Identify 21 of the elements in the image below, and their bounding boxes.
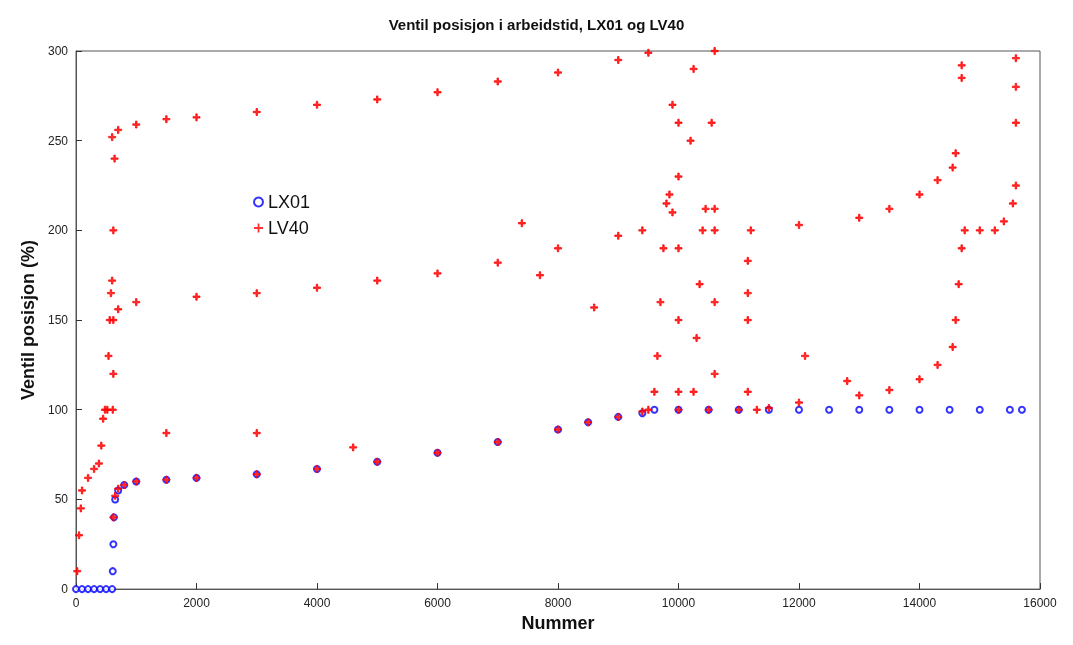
legend-label: LX01	[268, 192, 311, 212]
y-tick-label: 0	[61, 582, 69, 597]
x-axis-title: Nummer	[521, 613, 595, 633]
x-tick-label: 12000	[782, 596, 817, 611]
y-tick-label: 300	[47, 44, 69, 58]
x-tick-label: 6000	[424, 596, 452, 611]
y-tick-label: 100	[47, 402, 69, 417]
x-tick-label: 4000	[303, 596, 331, 611]
x-tick-label: 10000	[661, 596, 696, 611]
y-tick-label: 150	[47, 313, 69, 328]
chart-title: Ventil posisjon i arbeidstid, LX01 og LV40	[388, 16, 685, 33]
y-tick-label: 200	[47, 223, 69, 238]
x-tick-label: 2000	[183, 596, 211, 611]
x-tick-label: 14000	[902, 596, 937, 611]
legend-label: LV40	[268, 218, 309, 238]
y-tick-label: 250	[47, 133, 69, 148]
x-tick-label: 8000	[544, 596, 572, 611]
y-tick-label: 50	[54, 492, 69, 507]
x-tick-label: 0	[72, 596, 80, 611]
y-axis-title: Ventil posisjon (%)	[18, 240, 39, 401]
x-tick-label: 16000	[1023, 596, 1058, 611]
